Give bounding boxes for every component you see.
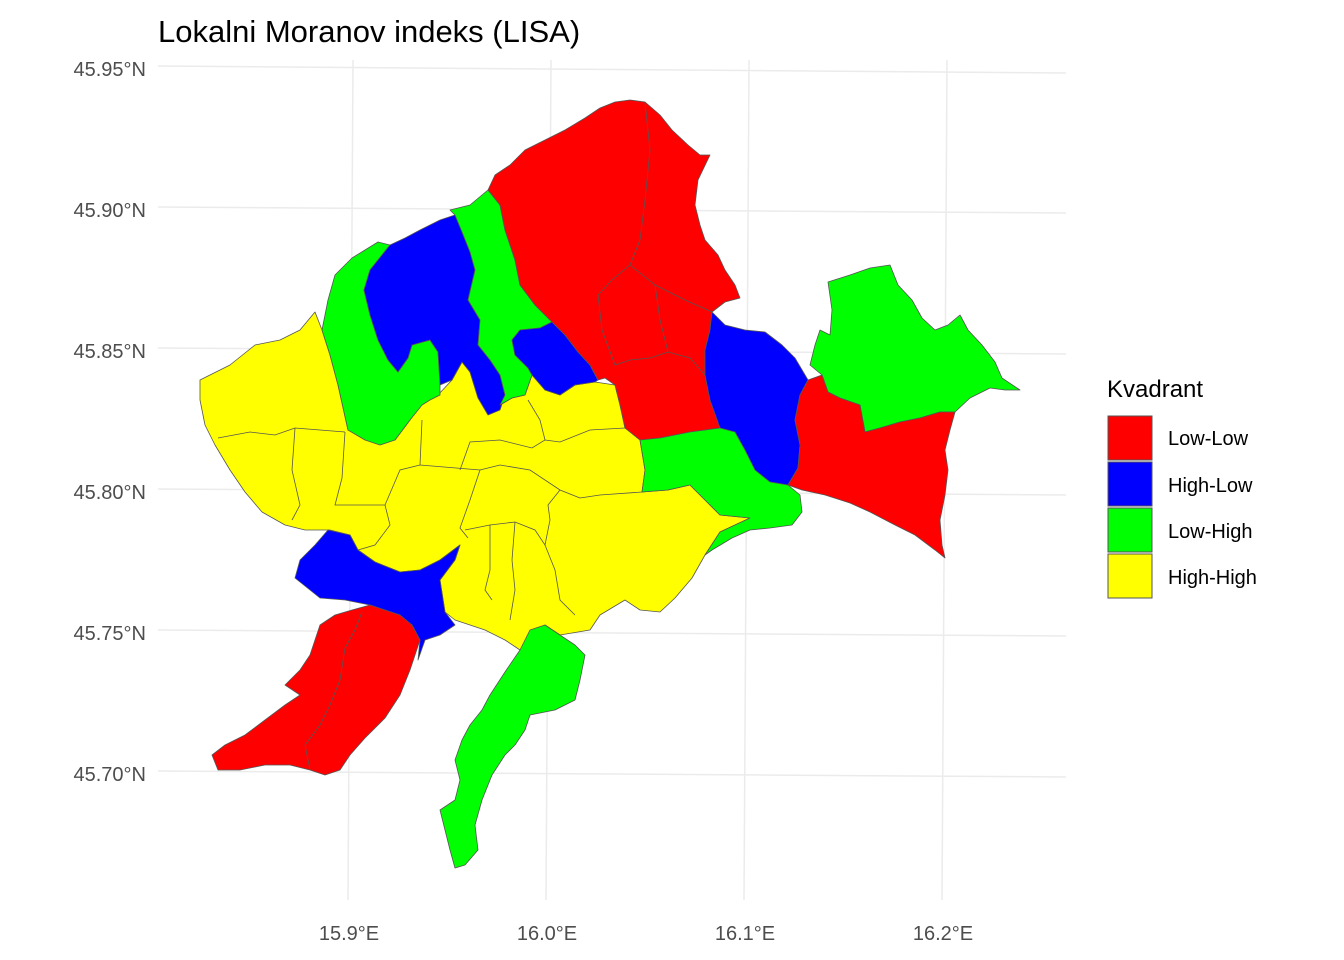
district-boundaries <box>217 399 643 621</box>
y-tick-label: 45.95°N <box>74 59 147 81</box>
y-tick-label: 45.85°N <box>74 341 147 363</box>
legend-title: Kvadrant <box>1107 376 1203 403</box>
map-title: Lokalni Moranov indeks (LISA) <box>158 14 580 49</box>
y-tick-label: 45.75°N <box>74 623 147 645</box>
region-low-low-east <box>787 374 956 559</box>
region-low-high-east <box>809 264 1021 433</box>
y-axis-labels: 45.95°N 45.90°N 45.85°N 45.80°N 45.75°N … <box>74 59 147 786</box>
southwest-red-boundary <box>304 611 363 771</box>
legend-label-low-low: Low-Low <box>1168 428 1249 450</box>
legend-swatch-low-high <box>1107 507 1153 553</box>
y-tick-label: 45.70°N <box>74 764 147 786</box>
legend-label-low-high: Low-High <box>1168 521 1252 543</box>
legend-swatch-low-low <box>1107 415 1153 461</box>
region-high-low-central <box>511 321 599 396</box>
x-tick-label: 16.1°E <box>715 923 775 945</box>
legend-swatch-high-high <box>1107 553 1153 599</box>
y-tick-label: 45.90°N <box>74 200 147 222</box>
legend: Kvadrant Low-Low High-Low Low-High High-… <box>1107 376 1257 599</box>
legend-label-high-low: High-Low <box>1168 475 1253 497</box>
x-axis-labels: 15.9°E 16.0°E 16.1°E 16.2°E <box>319 923 973 945</box>
region-low-high-eastcentral <box>639 427 803 556</box>
legend-swatch-high-low <box>1107 461 1153 507</box>
region-low-low-north <box>487 99 741 441</box>
x-tick-label: 16.2°E <box>913 923 973 945</box>
x-tick-label: 16.0°E <box>517 923 577 945</box>
x-tick-label: 15.9°E <box>319 923 379 945</box>
legend-label-high-high: High-High <box>1168 567 1257 589</box>
region-low-low-southwest <box>211 604 421 776</box>
map-regions <box>199 99 1021 869</box>
north-red-boundaries <box>597 101 713 376</box>
y-tick-label: 45.80°N <box>74 482 147 504</box>
region-low-high-south <box>439 624 586 869</box>
